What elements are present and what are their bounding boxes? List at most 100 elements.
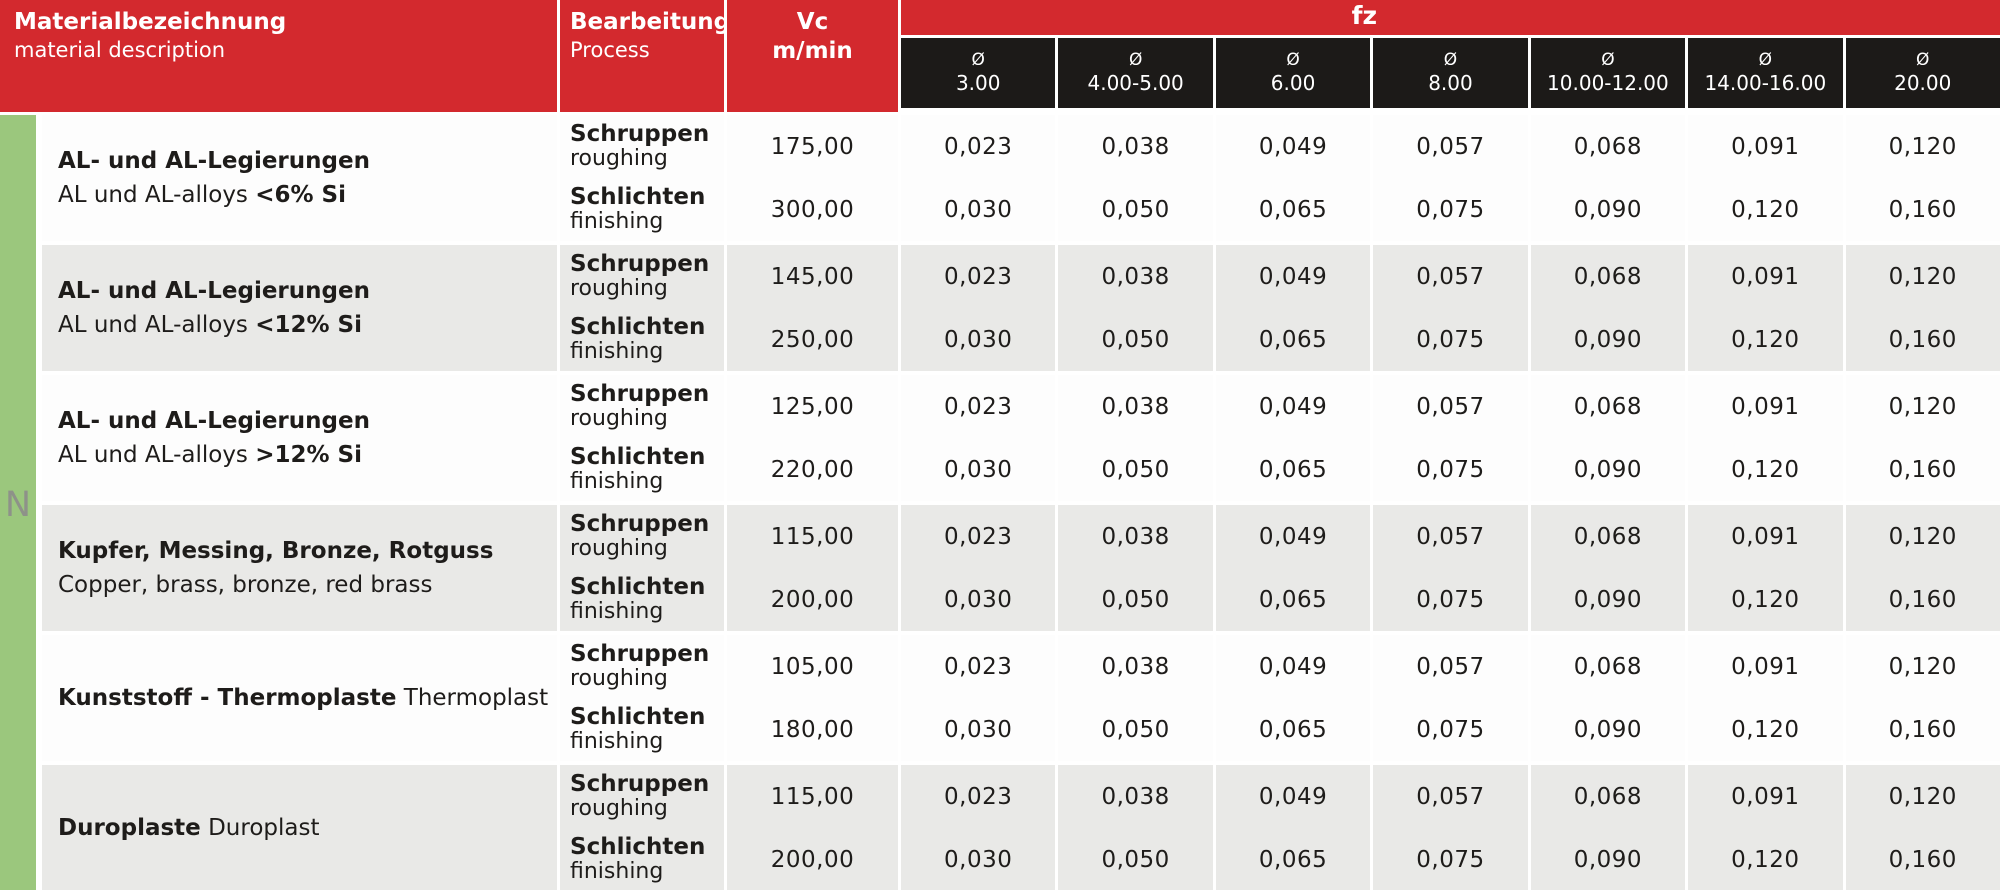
- material-header-de: Materialbezeichnung: [14, 9, 287, 35]
- diameter-value: 6.00: [1270, 71, 1316, 96]
- fz-cell: 0,120 0,160: [1845, 115, 2000, 241]
- fz-cell: 0,091 0,120: [1688, 505, 1843, 631]
- process-header-de: Bearbeitung: [570, 9, 731, 35]
- fz-finishing-value: 0,090: [1573, 846, 1643, 873]
- fz-cell: 0,038 0,050: [1058, 375, 1213, 501]
- fz-finishing-value: 0,090: [1573, 456, 1643, 483]
- fz-finishing-value: 0,075: [1416, 196, 1485, 223]
- fz-roughing-value: 0,023: [944, 133, 1013, 160]
- diameter-icon: Ø: [1286, 49, 1300, 70]
- fz-finishing-value: 0,030: [944, 586, 1013, 613]
- vc-cell: 105,00 180,00: [727, 635, 898, 761]
- fz-finishing-value: 0,065: [1258, 196, 1328, 223]
- process-roughing-en: roughing: [570, 796, 668, 822]
- fz-finishing-value: 0,050: [1101, 196, 1170, 223]
- fz-cell: 0,049 0,065: [1215, 115, 1371, 241]
- process-header-en: Process: [570, 37, 650, 62]
- fz-finishing-value: 0,030: [944, 196, 1013, 223]
- vc-roughing-value: 175,00: [770, 133, 855, 160]
- fz-cell: 0,023 0,030: [901, 245, 1056, 371]
- fz-roughing-value: 0,068: [1573, 523, 1643, 550]
- process-finishing-de: Schlichten: [570, 834, 706, 861]
- fz-roughing-value: 0,120: [1888, 263, 1957, 290]
- fz-finishing-value: 0,050: [1101, 456, 1170, 483]
- material-spec-bold: <12% Si: [255, 312, 362, 338]
- fz-roughing-value: 0,049: [1258, 783, 1328, 810]
- fz-cell: 0,091 0,120: [1688, 245, 1843, 371]
- diameter-icon: Ø: [1128, 49, 1143, 70]
- vc-finishing-value: 220,00: [770, 456, 855, 483]
- diameter-icon: Ø: [1916, 49, 1930, 70]
- fz-cell: 0,091 0,120: [1688, 375, 1843, 501]
- process-finishing-de: Schlichten: [570, 314, 706, 341]
- fz-finishing-value: 0,050: [1101, 716, 1170, 743]
- fz-cell: 0,049 0,065: [1215, 505, 1371, 631]
- fz-finishing-value: 0,030: [944, 326, 1013, 353]
- fz-roughing-value: 0,049: [1258, 653, 1328, 680]
- fz-finishing-value: 0,160: [1888, 716, 1957, 743]
- fz-cell: 0,091 0,120: [1688, 765, 1843, 890]
- fz-roughing-value: 0,120: [1888, 133, 1957, 160]
- fz-roughing-value: 0,038: [1101, 523, 1170, 550]
- material-group-row: Kunststoff - Thermoplaste Thermoplast Sc…: [42, 635, 2000, 761]
- diameter-value: 3.00: [955, 71, 1001, 96]
- fz-cell: 0,068 0,090: [1530, 505, 1686, 631]
- vc-finishing-value: 300,00: [770, 196, 855, 223]
- material-name-bold: Kupfer, Messing, Bronze, Rotguss: [58, 537, 494, 564]
- fz-roughing-value: 0,038: [1101, 393, 1170, 420]
- fz-roughing-value: 0,023: [944, 653, 1013, 680]
- fz-finishing-value: 0,030: [944, 716, 1013, 743]
- diameter-icon: Ø: [1601, 49, 1615, 70]
- fz-finishing-value: 0,075: [1416, 326, 1485, 353]
- fz-cell: 0,023 0,030: [901, 635, 1056, 761]
- fz-cell: 0,068 0,090: [1530, 245, 1686, 371]
- vc-cell: 175,00 300,00: [727, 115, 898, 241]
- fz-roughing-value: 0,023: [944, 783, 1013, 810]
- fz-cell: 0,049 0,065: [1215, 765, 1371, 890]
- process-finishing-en: finishing: [570, 209, 664, 235]
- fz-cell: 0,023 0,030: [901, 375, 1056, 501]
- material-name-bold: Duroplaste: [58, 814, 201, 841]
- fz-cell: 0,120 0,160: [1845, 505, 2000, 631]
- process-roughing-en: roughing: [570, 536, 668, 562]
- fz-cell: 0,120 0,160: [1845, 375, 2000, 501]
- diameter-icon: Ø: [1443, 49, 1458, 70]
- material-translation: AL und AL-alloys: [58, 312, 256, 338]
- fz-cell: 0,068 0,090: [1530, 765, 1686, 890]
- fz-roughing-value: 0,038: [1101, 133, 1170, 160]
- fz-finishing-value: 0,065: [1258, 326, 1328, 353]
- fz-cell: 0,057 0,075: [1373, 245, 1528, 371]
- fz-cell: 0,057 0,075: [1373, 375, 1528, 501]
- fz-roughing-value: 0,120: [1888, 523, 1957, 550]
- process-roughing-de: Schruppen: [570, 641, 710, 668]
- process-finishing-en: finishing: [570, 729, 664, 755]
- fz-roughing-value: 0,091: [1731, 523, 1800, 550]
- fz-cell: 0,023 0,030: [901, 115, 1056, 241]
- fz-roughing-value: 0,057: [1416, 393, 1485, 420]
- fz-finishing-value: 0,030: [944, 456, 1013, 483]
- vc-cell: 145,00 250,00: [727, 245, 898, 371]
- fz-cell: 0,068 0,090: [1530, 635, 1686, 761]
- fz-finishing-value: 0,075: [1416, 586, 1485, 613]
- material-cell: AL- und AL-Legierungen AL und AL-alloys …: [42, 375, 557, 501]
- material-name-bold: AL- und AL-Legierungen: [58, 277, 370, 304]
- fz-roughing-value: 0,068: [1573, 783, 1643, 810]
- fz-finishing-value: 0,050: [1101, 326, 1170, 353]
- diameter-header-cell: Ø 10.00-12.00: [1530, 38, 1686, 108]
- fz-cell: 0,057 0,075: [1373, 505, 1528, 631]
- fz-roughing-value: 0,068: [1573, 133, 1643, 160]
- material-group-row: Kupfer, Messing, Bronze, Rotguss Copper,…: [42, 505, 2000, 631]
- fz-roughing-value: 0,023: [944, 263, 1013, 290]
- material-header-en: material description: [14, 37, 226, 62]
- fz-cell: 0,091 0,120: [1688, 115, 1843, 241]
- process-roughing-en: roughing: [570, 406, 668, 432]
- process-roughing-de: Schruppen: [570, 251, 710, 278]
- fz-cell: 0,038 0,050: [1058, 115, 1213, 241]
- fz-finishing-value: 0,160: [1888, 326, 1957, 353]
- diameter-header-cell: Ø 20.00: [1845, 38, 2000, 108]
- process-cell: Schruppen roughing Schlichten finishing: [560, 505, 724, 631]
- process-finishing-en: finishing: [570, 859, 664, 885]
- fz-roughing-value: 0,049: [1258, 133, 1328, 160]
- material-spec-bold: >12% Si: [255, 442, 362, 468]
- fz-finishing-value: 0,160: [1888, 456, 1957, 483]
